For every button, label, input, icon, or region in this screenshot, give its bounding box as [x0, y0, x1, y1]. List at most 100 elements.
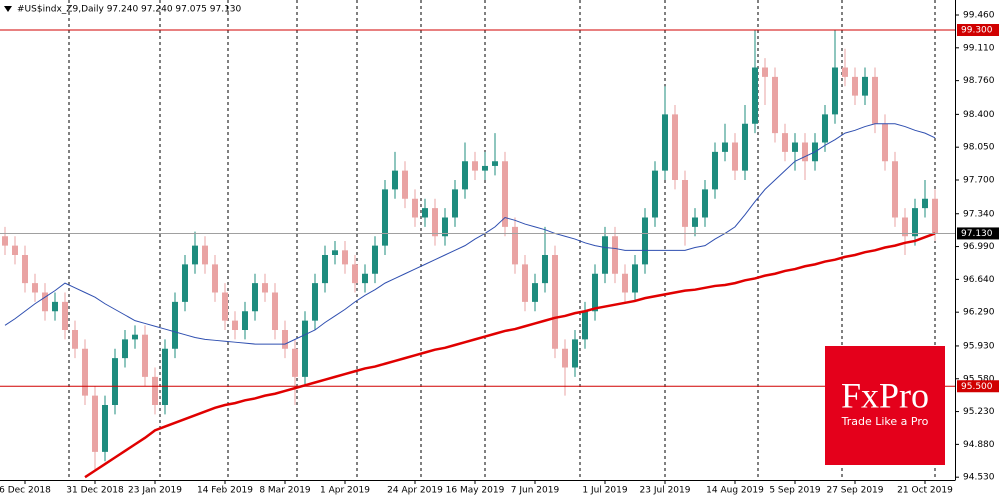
candle-body — [192, 245, 198, 265]
level-label: 95.500 — [961, 382, 993, 392]
candle-body — [2, 236, 8, 246]
candle-body — [382, 189, 388, 246]
chart-title: #US$indx_Z9,Daily 97.240 97.240 97.075 9… — [17, 5, 242, 15]
candle-body — [82, 348, 88, 396]
candle-body — [612, 236, 618, 274]
candle-body — [632, 264, 638, 293]
x-tick-label: 5 Sep 2019 — [769, 486, 821, 496]
y-tick-label: 95.230 — [963, 407, 995, 417]
brand-logo: FxPro Trade Like a Pro — [825, 346, 945, 465]
x-tick-label: 14 Feb 2019 — [197, 486, 253, 496]
candle-body — [862, 76, 868, 96]
candle-body — [842, 67, 848, 77]
candle-body — [182, 264, 188, 302]
y-tick-label: 96.990 — [963, 242, 995, 252]
candle-body — [132, 334, 138, 340]
candle-body — [352, 264, 358, 284]
candle-body — [672, 114, 678, 180]
candle-body — [922, 198, 928, 209]
y-tick-label: 97.340 — [963, 209, 995, 219]
candle-body — [442, 217, 448, 237]
candle-body — [462, 161, 468, 190]
level-label-box — [957, 227, 999, 240]
moving-average — [84, 232, 936, 479]
candle-body — [542, 255, 548, 284]
candle-body — [102, 405, 108, 452]
x-tick-label: 1 Apr 2019 — [320, 486, 370, 496]
candle-body — [932, 198, 938, 234]
x-tick-label: 6 Dec 2018 — [0, 486, 51, 496]
candle-body — [772, 76, 778, 134]
candle-body — [272, 292, 278, 330]
candle-body — [582, 311, 588, 340]
level-label: 99.300 — [961, 26, 993, 36]
y-tick-label: 98.400 — [963, 110, 995, 120]
y-tick-label: 94.880 — [963, 440, 995, 450]
x-tick-label: 7 Jun 2019 — [511, 486, 560, 496]
x-tick-label: 31 Dec 2018 — [66, 486, 124, 496]
y-tick-label: 98.050 — [963, 143, 995, 153]
candle-body — [752, 67, 758, 124]
logo-tagline: Trade Like a Pro — [841, 415, 929, 428]
period-separators — [68, 0, 936, 480]
candle-body — [522, 264, 528, 302]
candle-body — [332, 250, 338, 255]
candle-body — [222, 292, 228, 321]
candle-body — [172, 301, 178, 349]
level-label: 97.130 — [961, 229, 993, 239]
candle-body — [532, 283, 538, 302]
x-tick-label: 21 Oct 2019 — [897, 486, 953, 496]
candle-body — [882, 123, 888, 162]
candle-body — [722, 142, 728, 152]
candle-body — [552, 255, 558, 349]
candle-body — [622, 273, 628, 293]
candle-body — [62, 301, 68, 330]
x-tick-label: 8 Mar 2019 — [259, 486, 311, 496]
candle-body — [512, 226, 518, 265]
candle-body — [372, 245, 378, 274]
candle-body — [212, 264, 218, 293]
x-tick-label: 24 Apr 2019 — [387, 486, 443, 496]
candle-body — [52, 301, 58, 312]
y-tick-label: 98.760 — [963, 76, 995, 86]
candle-body — [142, 334, 148, 377]
candle-body — [912, 208, 918, 237]
candle-body — [872, 76, 878, 124]
title-icon — [4, 6, 12, 12]
candle-body — [652, 170, 658, 218]
candle-body — [762, 67, 768, 77]
candle-body — [662, 114, 668, 171]
candle-body — [292, 348, 298, 377]
x-tick-label: 1 Jul 2019 — [582, 486, 627, 496]
y-tick-label: 95.580 — [963, 374, 995, 384]
candle-body — [42, 292, 48, 312]
candle-body — [162, 348, 168, 405]
candle-body — [242, 311, 248, 330]
y-tick-label: 96.290 — [963, 308, 995, 318]
y-tick-label: 94.530 — [963, 473, 995, 483]
candle-body — [452, 189, 458, 218]
candle-body — [322, 255, 328, 284]
candle-body — [152, 376, 158, 405]
y-tick-label: 97.700 — [963, 176, 995, 186]
candle-body — [342, 250, 348, 265]
candle-body — [122, 339, 128, 359]
candle-body — [22, 255, 28, 284]
candle-body — [682, 180, 688, 227]
candle-body — [362, 273, 368, 284]
x-tick-label: 23 Jul 2019 — [640, 486, 691, 496]
y-tick-label: 99.460 — [963, 11, 995, 21]
candle-body — [302, 320, 308, 377]
candle-body — [402, 170, 408, 199]
level-label-box — [957, 24, 999, 36]
candle-body — [852, 76, 858, 96]
candle-body — [312, 283, 318, 321]
x-tick-label: 23 Jan 2019 — [128, 486, 182, 496]
x-tick-label: 27 Sep 2019 — [826, 486, 883, 496]
candle-body — [502, 161, 508, 227]
level-label-box — [957, 380, 999, 393]
y-tick-label: 95.930 — [963, 341, 995, 351]
candle-body — [92, 395, 98, 452]
candle-body — [412, 198, 418, 218]
